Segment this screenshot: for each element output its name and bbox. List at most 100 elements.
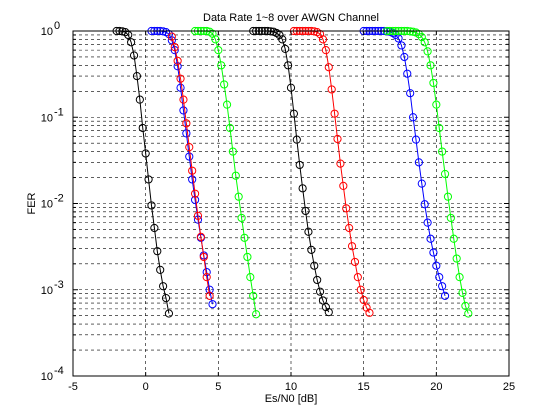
data-point [429, 78, 438, 88]
data-point [411, 135, 421, 144]
data-point [132, 71, 142, 81]
data-point [292, 135, 301, 144]
data-point [429, 248, 438, 257]
data-point [440, 169, 450, 179]
data-point [176, 74, 185, 83]
data-point [330, 109, 339, 118]
series-3 [167, 32, 214, 300]
data-point [345, 223, 354, 233]
data-point [313, 275, 322, 285]
data-point [278, 35, 287, 44]
data-point [347, 242, 357, 251]
data-point [214, 46, 223, 55]
data-point [173, 56, 182, 66]
data-point [359, 295, 368, 305]
y-tick-label: 10 [41, 371, 53, 383]
data-point [438, 282, 447, 291]
data-point [403, 69, 412, 78]
x-axis-label: Es/N0 [dB] [265, 393, 318, 405]
data-point [446, 213, 455, 223]
data-point [400, 52, 409, 62]
data-point [240, 233, 249, 242]
data-point [185, 152, 194, 161]
data-point [138, 123, 147, 133]
data-point [426, 61, 435, 70]
data-point [156, 265, 165, 274]
data-point [281, 44, 290, 54]
data-point [208, 300, 217, 309]
data-point [318, 35, 328, 44]
data-point [161, 294, 171, 303]
data-point [420, 38, 429, 47]
data-point [327, 85, 336, 94]
x-tick-label: 5 [215, 381, 221, 393]
data-point [295, 160, 304, 170]
data-point [318, 296, 328, 305]
y-axis-label: FER [26, 192, 38, 214]
data-point [190, 189, 200, 198]
x-tick-label: 20 [430, 381, 442, 393]
data-point [193, 211, 203, 220]
data-point [417, 179, 426, 188]
data-point [179, 95, 188, 104]
data-point [249, 291, 258, 300]
y-tick-label-exponent: -1 [54, 106, 64, 118]
data-point [286, 83, 296, 92]
data-point [144, 175, 153, 184]
data-point [455, 273, 464, 282]
data-point [234, 192, 243, 201]
data-point [211, 35, 220, 44]
data-point [185, 143, 194, 152]
data-point [461, 301, 470, 310]
data-point [182, 129, 191, 138]
data-point [252, 310, 261, 319]
data-point [170, 43, 179, 52]
data-point [179, 106, 188, 115]
x-tick-label: 0 [143, 381, 149, 393]
data-point [283, 61, 293, 70]
data-point [225, 123, 235, 133]
data-point [408, 113, 418, 122]
data-point [167, 32, 176, 41]
data-point [164, 309, 174, 318]
data-point [243, 252, 252, 262]
y-tick-label-exponent: 0 [54, 20, 60, 32]
y-tick-label: 10 [41, 26, 53, 38]
data-point [321, 46, 330, 55]
data-point [182, 119, 191, 128]
data-point [420, 200, 429, 209]
data-point [228, 147, 237, 156]
data-point [458, 288, 467, 297]
data-point [304, 227, 313, 236]
data-point [199, 252, 208, 262]
data-point [440, 291, 450, 300]
x-tick-label: 10 [285, 381, 297, 393]
data-point [153, 247, 162, 256]
data-point [129, 51, 139, 60]
data-point [135, 95, 144, 104]
data-point [231, 171, 240, 180]
x-tick-label: 15 [358, 381, 370, 393]
data-point [397, 41, 406, 50]
data-point [342, 204, 351, 213]
data-point [196, 232, 205, 241]
data-point [350, 257, 360, 267]
data-point [435, 123, 444, 133]
data-point [414, 158, 423, 167]
data-point [150, 223, 159, 233]
data-point [452, 254, 461, 263]
x-tick-label: -5 [68, 381, 78, 393]
data-point [438, 147, 447, 156]
y-tick-label-exponent: -3 [54, 279, 64, 291]
chart-title: Data Rate 1~8 over AWGN Channel [203, 12, 379, 24]
data-point [237, 213, 246, 223]
data-point [121, 28, 130, 37]
data-point [339, 181, 348, 190]
data-point [464, 309, 473, 318]
data-point [147, 201, 156, 210]
data-point [365, 308, 374, 317]
data-point [159, 282, 168, 291]
data-point [205, 291, 214, 300]
data-point [220, 80, 229, 89]
